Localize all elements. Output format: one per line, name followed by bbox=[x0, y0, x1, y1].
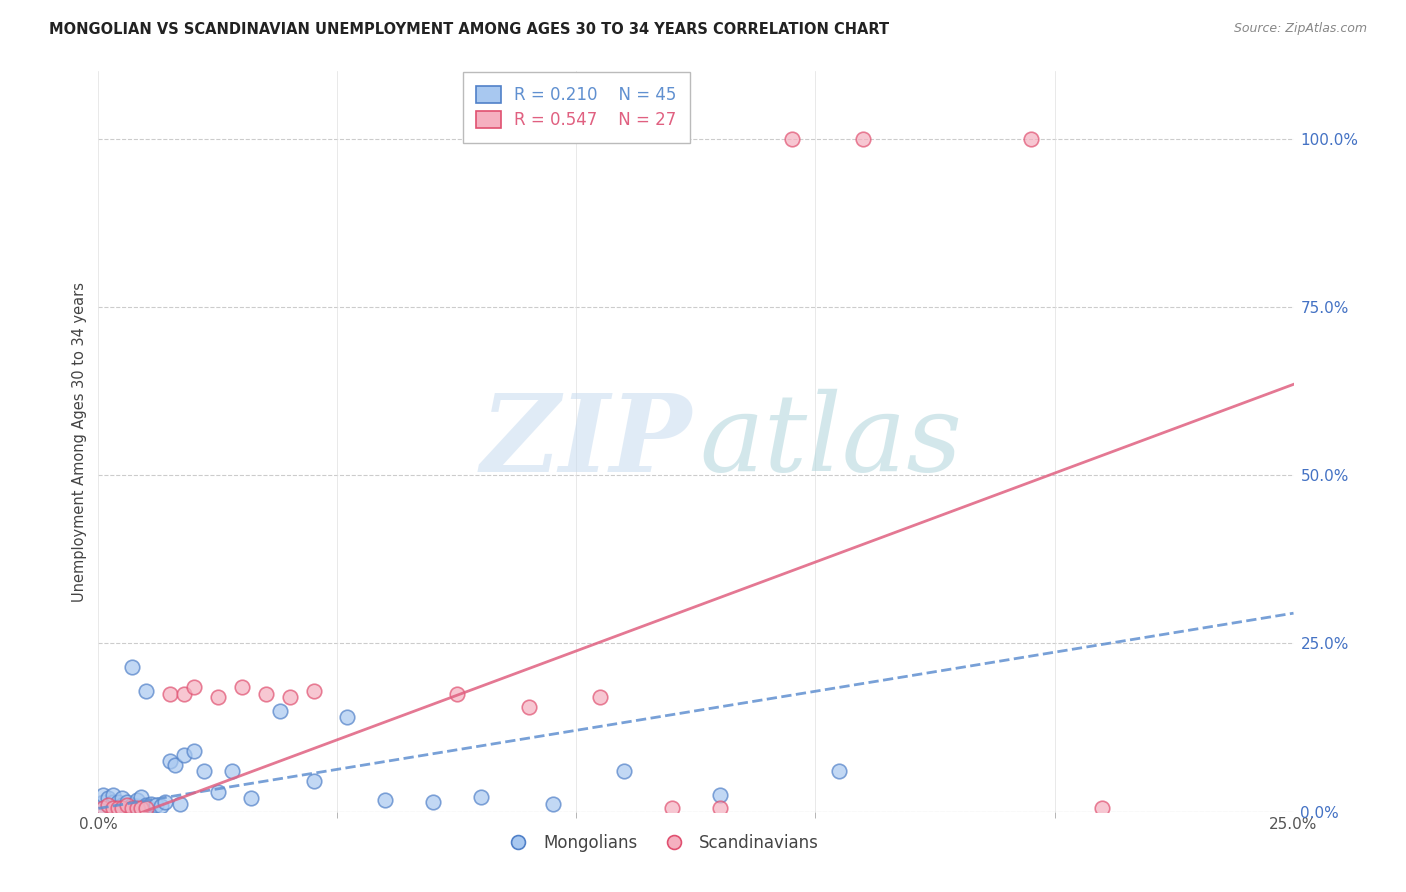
Point bbox=[111, 801, 134, 815]
Point bbox=[101, 795, 124, 809]
Legend: Mongolians, Scandinavians: Mongolians, Scandinavians bbox=[495, 828, 825, 859]
Point bbox=[517, 700, 540, 714]
Point bbox=[107, 795, 129, 809]
Point bbox=[131, 789, 153, 804]
Point bbox=[221, 764, 243, 779]
Point bbox=[613, 764, 636, 779]
Point bbox=[97, 797, 120, 812]
Point bbox=[173, 747, 195, 762]
Point bbox=[709, 788, 731, 802]
Point bbox=[231, 680, 253, 694]
Point bbox=[97, 791, 120, 805]
Point bbox=[446, 687, 468, 701]
Point bbox=[139, 797, 162, 811]
Point bbox=[589, 690, 612, 705]
Point bbox=[828, 764, 851, 779]
Point bbox=[541, 797, 564, 811]
Point bbox=[115, 801, 138, 815]
Point bbox=[135, 801, 157, 815]
Point bbox=[709, 801, 731, 815]
Point bbox=[115, 795, 138, 809]
Point bbox=[159, 754, 181, 768]
Point bbox=[207, 784, 229, 798]
Point bbox=[163, 757, 186, 772]
Point bbox=[155, 795, 177, 809]
Point bbox=[131, 801, 153, 815]
Point bbox=[661, 801, 683, 815]
Y-axis label: Unemployment Among Ages 30 to 34 years: Unemployment Among Ages 30 to 34 years bbox=[72, 282, 87, 601]
Point bbox=[121, 801, 143, 815]
Point bbox=[101, 788, 124, 802]
Point bbox=[115, 797, 138, 812]
Point bbox=[173, 687, 195, 701]
Point bbox=[159, 687, 181, 701]
Point bbox=[135, 797, 157, 812]
Text: MONGOLIAN VS SCANDINAVIAN UNEMPLOYMENT AMONG AGES 30 TO 34 YEARS CORRELATION CHA: MONGOLIAN VS SCANDINAVIAN UNEMPLOYMENT A… bbox=[49, 22, 890, 37]
Point bbox=[1091, 801, 1114, 815]
Point bbox=[183, 680, 205, 694]
Point bbox=[121, 797, 143, 812]
Point bbox=[780, 131, 803, 145]
Text: atlas: atlas bbox=[700, 389, 963, 494]
Point bbox=[91, 788, 114, 802]
Point bbox=[111, 791, 134, 805]
Point bbox=[302, 683, 325, 698]
Point bbox=[1019, 131, 1042, 145]
Point bbox=[91, 795, 114, 809]
Point bbox=[278, 690, 301, 705]
Point bbox=[91, 801, 114, 815]
Point bbox=[125, 792, 148, 806]
Point bbox=[101, 801, 124, 815]
Point bbox=[374, 792, 396, 806]
Point bbox=[254, 687, 277, 701]
Point bbox=[269, 704, 291, 718]
Point bbox=[422, 795, 444, 809]
Text: ZIP: ZIP bbox=[481, 389, 692, 494]
Point bbox=[125, 801, 148, 815]
Point bbox=[183, 744, 205, 758]
Point bbox=[121, 660, 143, 674]
Point bbox=[145, 797, 167, 812]
Point bbox=[852, 131, 875, 145]
Point bbox=[91, 801, 114, 815]
Point bbox=[125, 799, 148, 814]
Point bbox=[169, 797, 191, 811]
Point bbox=[207, 690, 229, 705]
Point bbox=[111, 797, 134, 812]
Point bbox=[135, 683, 157, 698]
Point bbox=[336, 710, 359, 724]
Point bbox=[240, 791, 263, 805]
Point bbox=[131, 801, 153, 815]
Point bbox=[470, 789, 492, 804]
Point bbox=[149, 799, 172, 814]
Point bbox=[107, 801, 129, 815]
Point bbox=[97, 797, 120, 812]
Point bbox=[193, 764, 215, 779]
Point bbox=[302, 774, 325, 789]
Point bbox=[107, 801, 129, 815]
Text: Source: ZipAtlas.com: Source: ZipAtlas.com bbox=[1233, 22, 1367, 36]
Point bbox=[101, 801, 124, 815]
